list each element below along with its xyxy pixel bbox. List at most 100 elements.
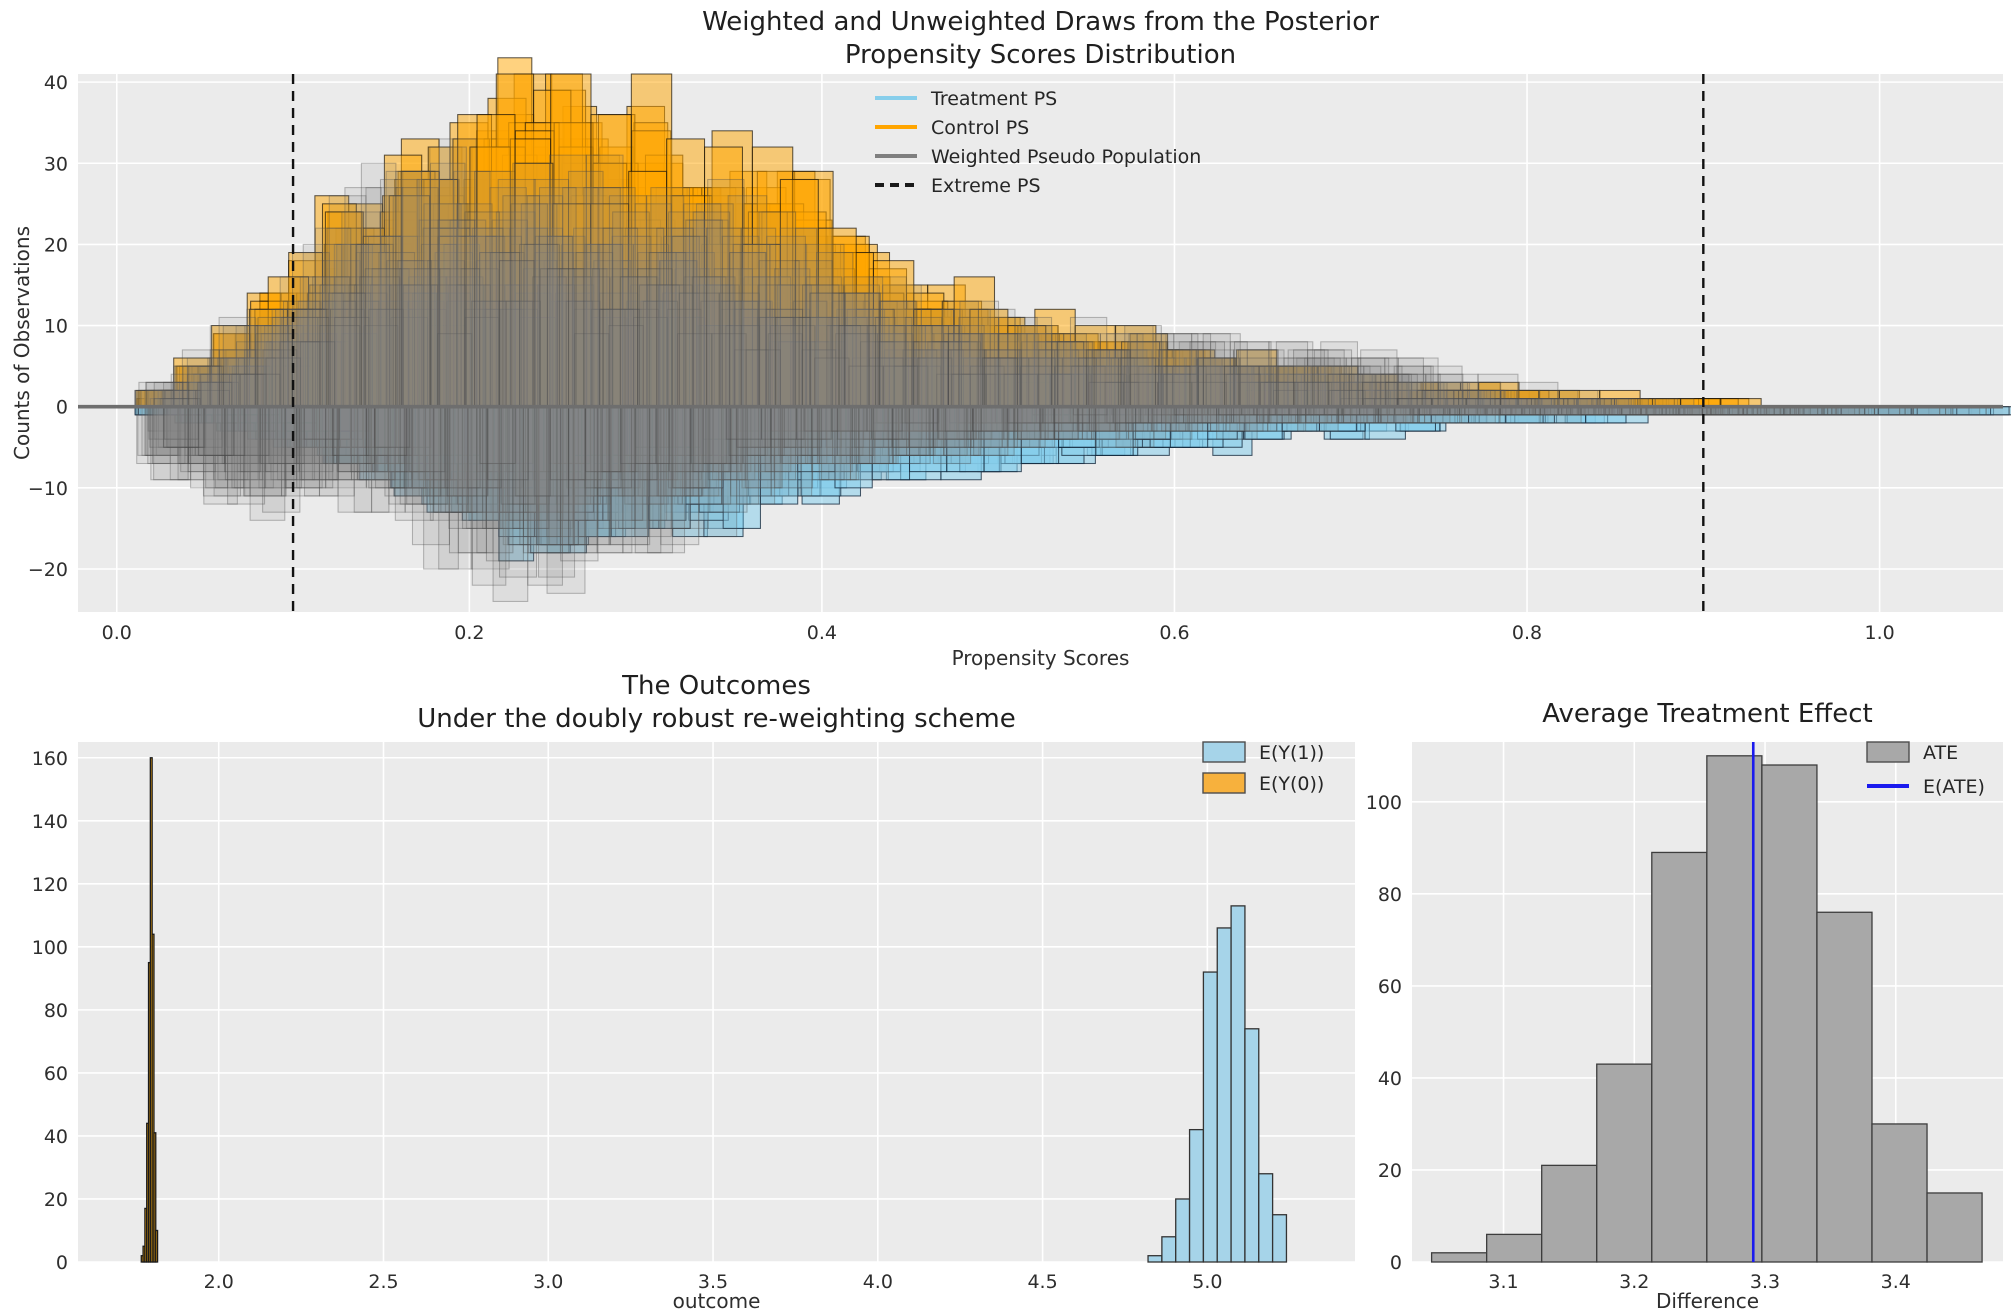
draw-bar xyxy=(1051,333,1087,408)
legend-label: E(Y(1)) xyxy=(1259,742,1324,764)
outcomes-title-line1: The Outcomes xyxy=(622,671,811,701)
draw-bar xyxy=(637,268,673,408)
outcomes-title-line2: Under the doubly robust re-weighting sch… xyxy=(417,704,1016,734)
draw-bar xyxy=(498,260,535,408)
draw-bar xyxy=(1540,406,1582,424)
top-plot-ylabel: Counts of Observations xyxy=(10,225,34,461)
hist-bar xyxy=(1216,927,1232,1263)
y-tick-label: 20 xyxy=(44,234,68,256)
draw-bar xyxy=(429,162,466,408)
hist-bar xyxy=(1651,851,1708,1263)
draw-bar xyxy=(527,406,570,554)
x-tick-label: 0.8 xyxy=(1512,622,1542,644)
hist-bar xyxy=(1271,1214,1288,1263)
draw-bar xyxy=(286,308,326,408)
draw-bar xyxy=(552,203,592,408)
draw-bar xyxy=(689,406,732,505)
draw-bar xyxy=(730,406,772,497)
hist-bar xyxy=(1926,1192,1983,1263)
x-tick-label: 4.0 xyxy=(863,1271,893,1293)
x-tick-label: 1.0 xyxy=(1864,622,1894,644)
draw-bar xyxy=(533,178,570,408)
x-tick-label: 0.2 xyxy=(454,622,484,644)
y-tick-label: 20 xyxy=(44,1189,68,1211)
draw-bar xyxy=(188,365,224,408)
draw-bar xyxy=(704,146,743,408)
draw-bar xyxy=(1327,373,1364,408)
draw-bar xyxy=(1297,406,1339,432)
draw-bar xyxy=(628,170,668,408)
draw-bar xyxy=(1189,341,1226,408)
draw-bar xyxy=(817,227,857,408)
outcomes-xlabel: outcome xyxy=(672,1289,761,1311)
draw-bar xyxy=(464,211,500,408)
ate-xlabel: Difference xyxy=(1655,1289,1760,1311)
draw-bar xyxy=(590,203,630,408)
draw-bar xyxy=(878,300,915,408)
draw-bar xyxy=(400,170,440,408)
draw-bar xyxy=(608,406,651,546)
draw-bar xyxy=(844,284,880,408)
draw-bar xyxy=(1085,349,1122,408)
draw-bar xyxy=(892,406,934,448)
y-tick-label: 0 xyxy=(56,1252,68,1274)
draw-bar xyxy=(325,406,367,489)
legend-label: Extreme PS xyxy=(931,175,1041,197)
y-tick-label: 0 xyxy=(56,397,68,419)
legend-label: Treatment PS xyxy=(930,88,1057,110)
draw-bar xyxy=(362,235,402,408)
draw-bar xyxy=(913,341,949,408)
draw-bar xyxy=(1216,406,1258,440)
draw-bar xyxy=(770,406,813,497)
draw-bar xyxy=(1223,365,1260,408)
y-tick-label: 120 xyxy=(32,874,68,896)
draw-bar xyxy=(649,406,691,529)
top-plot-title-line2: Propensity Scores Distribution xyxy=(844,40,1237,70)
y-tick-label: 60 xyxy=(1378,976,1402,998)
draw-bar xyxy=(406,406,448,505)
ate-title: Average Treatment Effect xyxy=(1542,699,1873,729)
x-tick-label: 3.2 xyxy=(1619,1271,1649,1293)
x-tick-label: 0.6 xyxy=(1159,622,1189,644)
draw-bar xyxy=(932,406,975,448)
x-tick-label: 4.5 xyxy=(1027,1271,1057,1293)
draw-bar xyxy=(809,292,846,408)
hist-bar xyxy=(1761,764,1818,1263)
x-tick-label: 2.0 xyxy=(204,1271,234,1293)
draw-bar xyxy=(203,406,246,456)
hist-bar xyxy=(1486,1233,1543,1263)
y-tick-label: 10 xyxy=(44,316,68,338)
hist-bar xyxy=(1202,971,1218,1263)
draw-bar xyxy=(1054,406,1096,440)
draw-bar xyxy=(855,308,895,408)
draw-bar xyxy=(851,406,894,465)
draw-bar xyxy=(1378,406,1420,424)
draw-bar xyxy=(811,406,853,473)
y-tick-label: 80 xyxy=(44,1000,68,1022)
draw-bar xyxy=(244,406,286,497)
draw-bar xyxy=(567,170,604,408)
legend-label: Weighted Pseudo Population xyxy=(931,146,1201,168)
legend-patch xyxy=(1202,741,1246,763)
x-tick-label: 0.4 xyxy=(807,622,837,644)
y-tick-label: 0 xyxy=(1390,1252,1402,1274)
draw-bar xyxy=(706,227,742,408)
draw-bar xyxy=(1094,406,1137,448)
legend-label: ATE xyxy=(1923,742,1958,764)
draw-bar xyxy=(973,406,1015,456)
hist-bar xyxy=(1161,1236,1177,1263)
draw-bar xyxy=(163,406,205,448)
hist-bar xyxy=(1816,911,1873,1263)
hist-bar xyxy=(155,1229,159,1263)
draw-bar xyxy=(1013,406,1056,448)
hist-bar xyxy=(1175,1198,1191,1263)
draw-bar xyxy=(1120,357,1156,408)
draw-bar xyxy=(982,357,1018,408)
draw-bar xyxy=(666,138,706,408)
draw-bar xyxy=(1310,373,1350,408)
y-tick-label: 40 xyxy=(44,1126,68,1148)
draw-bar xyxy=(326,227,362,408)
draw-bar xyxy=(1175,406,1218,424)
